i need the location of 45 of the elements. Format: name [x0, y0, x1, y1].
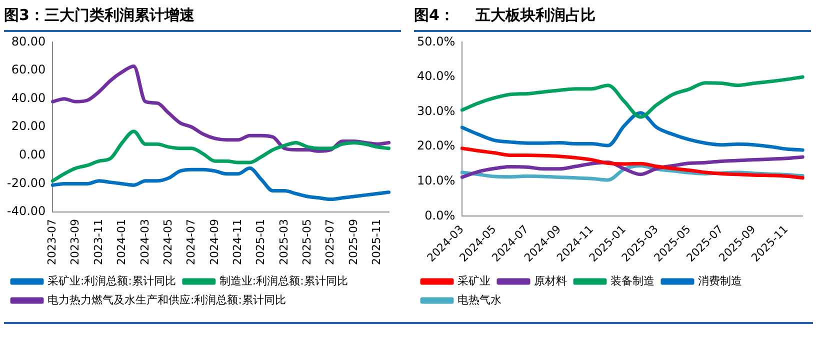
y-tick-label: 0.00 — [18, 148, 46, 162]
line-series — [460, 155, 804, 179]
x-tick-label: 2025-11 — [370, 219, 384, 266]
x-tick-label: 2024-11 — [230, 219, 244, 266]
y-tick-label: -20.00 — [6, 176, 46, 190]
x-tick-label: 2024-03 — [138, 219, 152, 266]
line-series — [460, 111, 804, 152]
legend-label: 消费制造 — [698, 274, 742, 288]
legend-label: 采矿业 — [458, 274, 490, 288]
y-tick-label: 50.0% — [416, 34, 456, 48]
y-tick-label: 80.00 — [11, 34, 46, 48]
y-tick-label: 20.0% — [416, 138, 456, 153]
x-tick-label: 2025-05 — [300, 219, 314, 266]
y-tick-label: -40.00 — [6, 204, 46, 218]
chart-title: 图4： 五大板块利润占比 — [413, 5, 596, 26]
x-tick-label: 2025-07 — [324, 219, 337, 266]
legend-label: 采矿业:利润总额:累计同比 — [48, 274, 176, 288]
x-tick-label: 2024-01 — [115, 219, 128, 266]
chart-title: 图3：三大门类利润累计增速 — [3, 5, 196, 26]
y-tick-label: 60.00 — [11, 62, 46, 77]
x-tick-label: 2024-05 — [161, 219, 174, 266]
y-tick-label: 0.0% — [424, 208, 456, 222]
y-tick-label: 40.00 — [11, 90, 46, 105]
legend-label: 原材料 — [534, 274, 567, 288]
y-tick-label: 40.0% — [416, 69, 456, 84]
x-tick-label: 2023-07 — [46, 219, 59, 266]
legend-label: 装备制造 — [610, 274, 654, 288]
line-series — [50, 130, 391, 183]
legend-label: 制造业:利润总额:累计同比 — [219, 274, 348, 288]
y-tick-label: 10.0% — [416, 174, 456, 188]
x-tick-label: 2024-07 — [184, 219, 198, 266]
x-tick-label: 2023-09 — [68, 219, 82, 266]
y-tick-label: 30.0% — [416, 104, 456, 118]
x-tick-label: 2023-11 — [92, 219, 105, 266]
x-tick-label: 2024-09 — [208, 219, 221, 266]
line-series — [460, 75, 804, 119]
line-series — [50, 64, 391, 153]
line-series — [50, 166, 391, 202]
legend-label: 电力热力燃气及水生产和供应:利润总额:累计同比 — [48, 293, 286, 306]
x-tick-label: 2025-03 — [277, 219, 290, 266]
y-tick-label: 20.00 — [11, 119, 46, 134]
legend-label: 电热气水 — [458, 293, 502, 306]
line-series — [460, 146, 804, 180]
x-tick-label: 2025-01 — [254, 219, 268, 266]
x-tick-label: 2025-09 — [346, 219, 360, 266]
